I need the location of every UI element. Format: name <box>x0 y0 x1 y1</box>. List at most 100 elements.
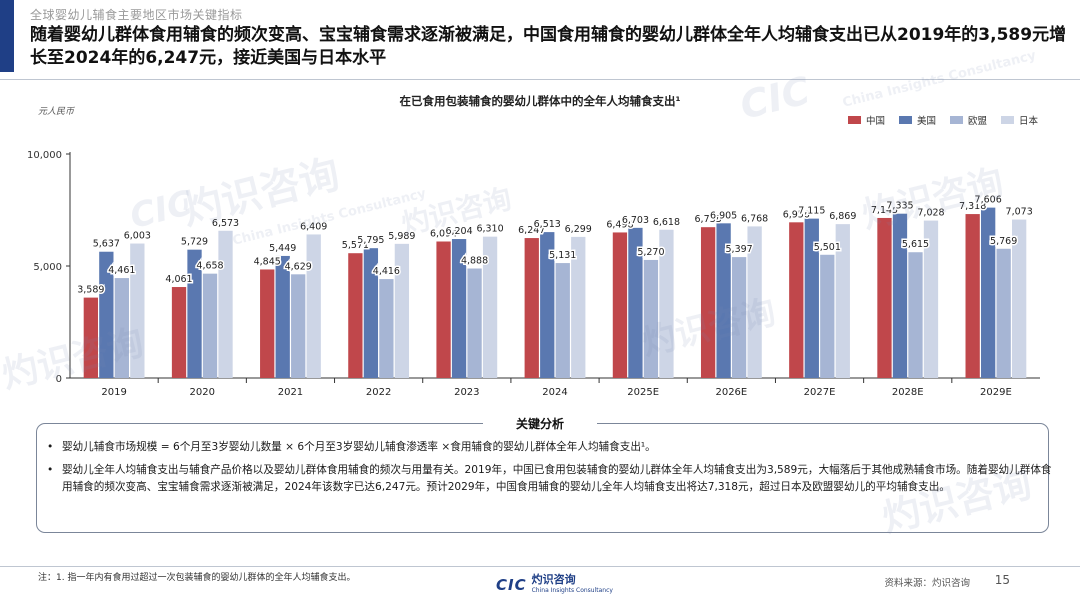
data-label: 4,888 <box>461 256 488 267</box>
bar-usa <box>363 248 379 378</box>
bar-china <box>260 269 275 378</box>
bar-usa <box>275 255 290 378</box>
data-label: 6,204 <box>445 226 472 237</box>
chart-title: 在已食用包装辅食的婴幼儿群体中的全年人均辅食支出¹ <box>399 94 681 108</box>
breadcrumb: 全球婴幼儿辅食主要地区市场关键指标 <box>30 8 243 22</box>
data-label: 5,769 <box>990 236 1017 247</box>
legend-label-usa: 美国 <box>916 116 936 127</box>
data-label: 7,335 <box>886 201 913 212</box>
data-label: 5,397 <box>726 244 753 255</box>
legend-swatch-eu <box>949 116 963 124</box>
logo-name-cn: 灼识咨询 <box>531 573 576 586</box>
footnote: 注：1. 指一年内有食用过超过一次包装辅食的婴幼儿群体的全年人均辅食支出。 <box>38 573 356 583</box>
bar-china <box>524 238 539 378</box>
analysis-bullet: 婴幼儿全年人均辅食支出与辅食产品价格以及婴幼儿群体食用辅食的频次与用量有关。20… <box>42 462 1052 497</box>
data-label: 6,310 <box>476 224 503 235</box>
bar-eu <box>379 279 394 378</box>
bar-japan <box>218 230 233 378</box>
bar-china <box>877 217 892 378</box>
analysis-heading: 关键分析 <box>483 414 597 434</box>
data-label: 7,115 <box>798 206 825 217</box>
bar-japan <box>923 220 939 378</box>
bar-china <box>171 287 187 378</box>
data-label: 6,513 <box>534 219 561 230</box>
data-label: 4,658 <box>196 261 223 272</box>
data-label: 4,461 <box>108 265 135 276</box>
bar-china <box>612 232 628 378</box>
data-label: 6,869 <box>829 211 856 222</box>
data-label: 4,061 <box>165 274 192 285</box>
data-label: 7,606 <box>975 195 1002 206</box>
data-label: 6,094 <box>430 228 457 239</box>
bar-japan <box>747 226 762 378</box>
x-tick-label: 2023 <box>454 387 479 398</box>
bar-eu <box>467 268 482 378</box>
legend-item-eu: 欧盟 <box>949 113 987 127</box>
data-label: 5,270 <box>637 247 664 258</box>
legend-label-eu: 欧盟 <box>967 116 987 127</box>
bar-usa <box>716 223 731 378</box>
bar-usa <box>628 227 643 378</box>
legend-item-usa: 美国 <box>898 113 936 127</box>
data-label: 5,989 <box>388 231 415 242</box>
analysis-bullet: 婴幼儿辅食市场规模 = 6个月至3岁婴幼儿数量 × 6个月至3岁婴幼儿辅食渗透率… <box>42 439 1052 457</box>
x-tick-label: 2024 <box>542 387 567 398</box>
bar-eu <box>996 248 1011 378</box>
data-label: 5,449 <box>269 243 296 254</box>
bar-usa <box>892 213 908 378</box>
bar-japan <box>1012 219 1027 378</box>
bar-eu <box>291 274 306 378</box>
data-label: 6,409 <box>300 221 327 232</box>
bar-eu <box>908 252 923 378</box>
legend-label-china: 中国 <box>865 116 885 127</box>
header-divider <box>0 79 1080 80</box>
bar-chart: 0 5,000 10,000 2019 3,589 5,637 4,461 6,003 2020… <box>27 150 1040 398</box>
bar-eu <box>555 263 570 378</box>
data-label: 7,028 <box>917 208 944 219</box>
y-tick-label: 0 <box>56 374 62 385</box>
data-label: 5,571 <box>342 240 369 251</box>
chart-legend: 中国 美国 欧盟 日本 <box>847 113 1038 127</box>
data-label: 7,318 <box>959 201 986 212</box>
x-tick-label: 2027E <box>804 387 836 398</box>
footer-divider <box>0 566 1080 567</box>
data-label: 5,131 <box>549 250 576 261</box>
bar-china <box>965 214 980 378</box>
bar-japan <box>130 243 145 378</box>
bar-eu <box>202 273 218 378</box>
logo-text: 灼识咨询 China Insights Consultancy <box>532 574 613 596</box>
data-label: 5,637 <box>93 239 120 250</box>
legend-item-china: 中国 <box>847 113 885 127</box>
bar-china <box>348 253 363 378</box>
page-number: 15 <box>994 573 1010 587</box>
data-label: 5,615 <box>902 239 929 250</box>
x-tick-label: 2028E <box>892 387 924 398</box>
bar-eu <box>643 259 659 378</box>
y-tick-label: 5,000 <box>33 262 62 273</box>
y-axis-unit: 元人民币 <box>38 107 75 117</box>
data-label: 6,247 <box>518 225 545 236</box>
data-label: 3,589 <box>77 285 104 296</box>
bar-usa <box>804 218 819 378</box>
data-label: 6,498 <box>606 219 633 230</box>
x-tick-label: 2022 <box>366 387 391 398</box>
analysis-list: 婴幼儿辅食市场规模 = 6个月至3岁婴幼儿数量 × 6个月至3岁婴幼儿辅食渗透率… <box>42 439 1052 502</box>
legend-label-japan: 日本 <box>1018 116 1038 127</box>
data-label: 6,703 <box>622 215 649 226</box>
data-label: 4,629 <box>285 261 312 272</box>
x-tick-label: 2026E <box>715 387 747 398</box>
bar-japan <box>306 234 321 378</box>
data-label: 4,416 <box>373 266 400 277</box>
x-tick-label: 2019 <box>101 387 126 398</box>
data-label: 4,845 <box>254 256 281 267</box>
legend-swatch-usa <box>898 116 912 124</box>
bar-japan <box>571 236 586 378</box>
bar-eu <box>731 257 747 378</box>
bar-eu <box>114 278 129 378</box>
data-label: 5,795 <box>357 235 384 246</box>
bar-china <box>789 222 804 378</box>
x-tick-label: 2021 <box>278 387 303 398</box>
legend-item-japan: 日本 <box>1000 113 1038 127</box>
bar-usa <box>540 232 555 378</box>
data-label: 5,501 <box>814 242 841 253</box>
